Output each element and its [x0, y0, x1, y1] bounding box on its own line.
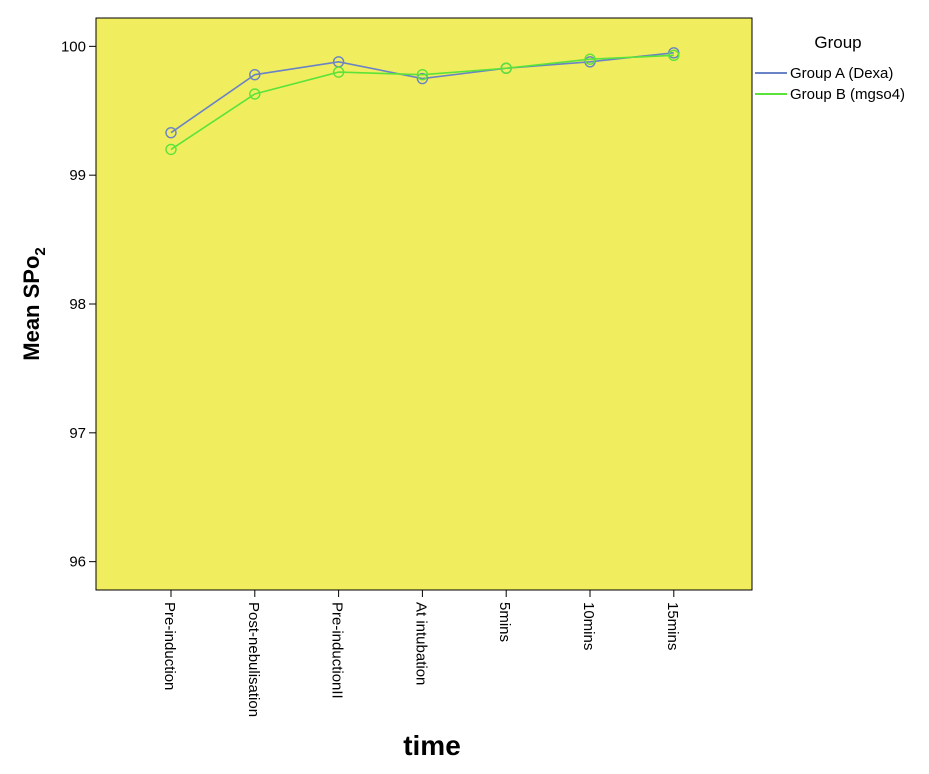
- y-axis-title: Mean SPo2: [19, 247, 49, 360]
- y-tick-label: 100: [61, 38, 86, 55]
- series-1-point: [416, 68, 429, 81]
- legend-label: Group A (Dexa): [790, 65, 893, 82]
- x-tick-label: 5mins: [496, 602, 513, 642]
- legend-title: Group: [814, 33, 861, 52]
- series-1-point: [668, 49, 680, 62]
- series-line-0: [170, 51, 674, 134]
- y-axis-title-subscript: 2: [32, 247, 49, 255]
- series-0-point: [165, 126, 177, 139]
- legend: Group Group A (Dexa) Group B (mgso4): [755, 33, 905, 103]
- series-0-point: [249, 68, 261, 81]
- x-tick-label: Pre-inductionII: [329, 602, 346, 699]
- y-axis-title-main: Mean SPo: [19, 256, 44, 361]
- series-1-point: [500, 62, 512, 74]
- plot-area: [95, 17, 753, 591]
- y-tick-label: 96: [69, 554, 86, 571]
- series-0-point: [416, 72, 429, 85]
- x-axis-title: time: [403, 730, 461, 761]
- y-tick-label: 97: [69, 425, 86, 442]
- x-tick-label: 15mins: [664, 602, 681, 650]
- y-axis: 96 97 98 99 100: [61, 38, 96, 571]
- x-axis: Pre-induction Post-nebulisation Pre-induct…: [161, 590, 681, 717]
- x-tick-label: 10mins: [580, 602, 597, 650]
- series-1-point: [165, 143, 177, 156]
- series-layer: [165, 47, 680, 156]
- x-tick-label: At intubation: [412, 602, 429, 685]
- x-tick-label: Post-nebulisation: [245, 602, 262, 717]
- legend-label: Group B (mgso4): [790, 86, 905, 103]
- series-1-point: [584, 53, 596, 65]
- series-1-point: [332, 66, 345, 78]
- series-1-point: [249, 88, 261, 100]
- y-tick-label: 98: [69, 296, 86, 313]
- x-tick-label: Pre-induction: [161, 602, 178, 690]
- y-tick-label: 99: [69, 167, 86, 184]
- series-line-1: [170, 54, 674, 151]
